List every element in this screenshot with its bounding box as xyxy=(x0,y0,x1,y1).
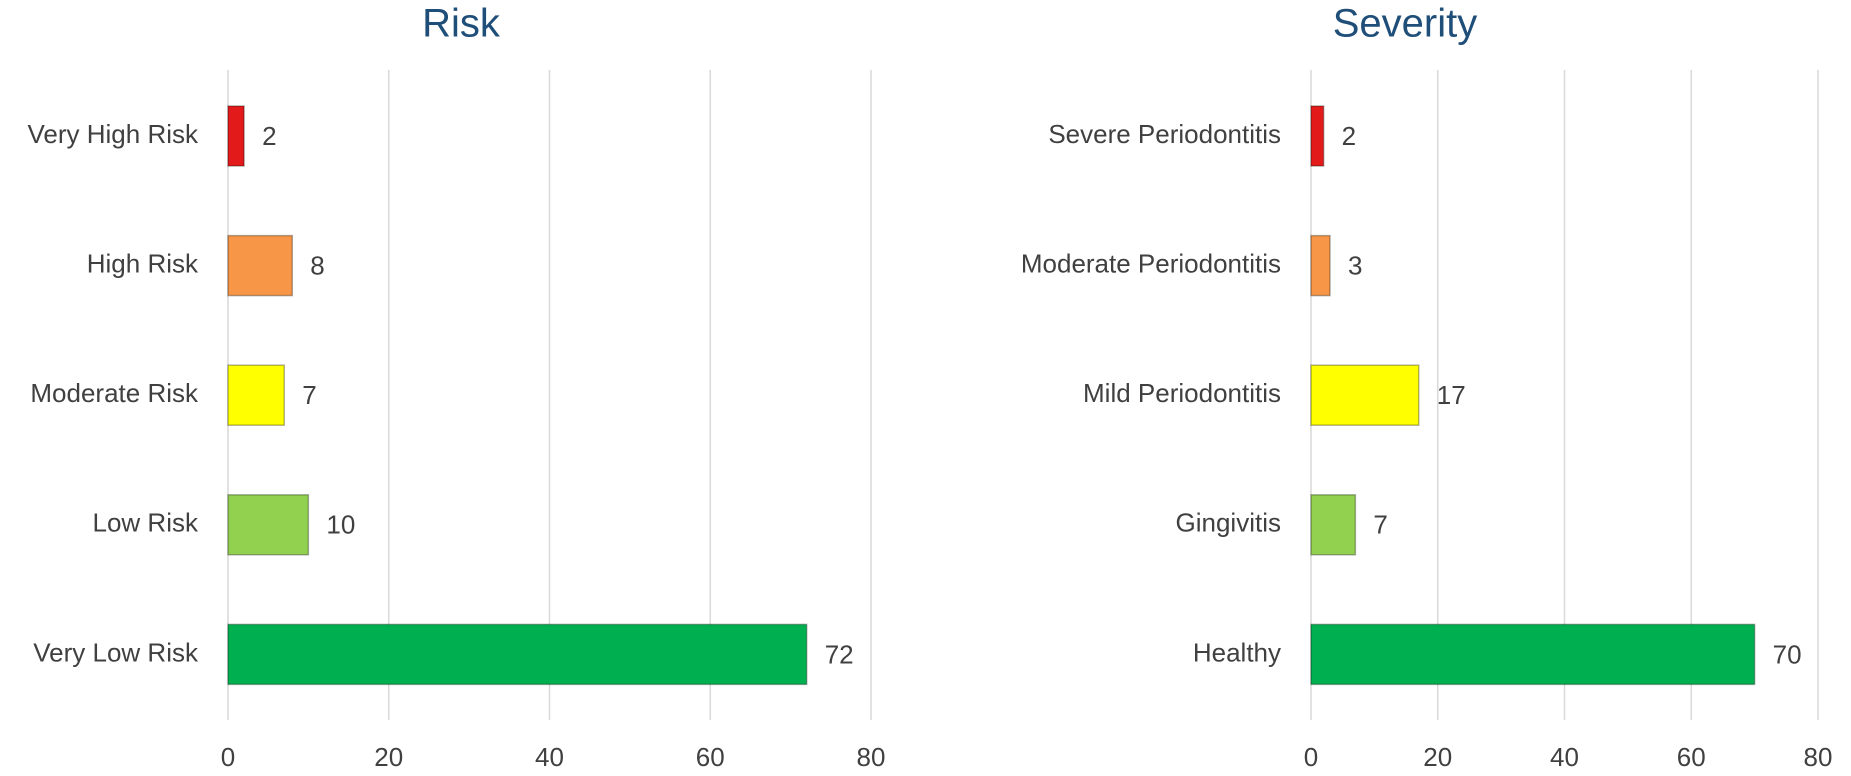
x-tick-label: 80 xyxy=(857,742,886,772)
bar xyxy=(1310,494,1357,556)
x-tick-label: 60 xyxy=(696,742,725,772)
data-label: 2 xyxy=(262,121,276,151)
bar xyxy=(227,364,286,426)
y-tick-label: Moderate Risk xyxy=(30,378,199,408)
x-tick-label: 20 xyxy=(1423,742,1452,772)
bar xyxy=(1310,105,1325,167)
bar xyxy=(1310,623,1756,686)
x-tick-label: 0 xyxy=(1304,742,1318,772)
data-label: 10 xyxy=(326,510,355,540)
x-tick-label: 20 xyxy=(374,742,403,772)
data-label: 2 xyxy=(1342,121,1356,151)
x-tick-label: 60 xyxy=(1677,742,1706,772)
x-tick-label: 80 xyxy=(1804,742,1833,772)
y-tick-label: Low Risk xyxy=(93,508,199,538)
bar xyxy=(1310,234,1331,297)
data-label: 8 xyxy=(310,250,324,280)
bar xyxy=(1310,364,1420,426)
data-label: 7 xyxy=(302,380,316,410)
data-label: 7 xyxy=(1373,510,1387,540)
y-tick-label: Very High Risk xyxy=(28,119,199,149)
y-tick-label: Severe Periodontitis xyxy=(1048,119,1281,149)
x-tick-label: 40 xyxy=(1550,742,1579,772)
y-tick-label: Healthy xyxy=(1193,637,1281,667)
y-tick-label: High Risk xyxy=(87,248,199,278)
bar xyxy=(227,234,294,297)
data-label: 70 xyxy=(1773,639,1802,669)
bar xyxy=(227,105,245,167)
data-label: 17 xyxy=(1437,380,1466,410)
data-label: 3 xyxy=(1348,250,1362,280)
y-tick-label: Mild Periodontitis xyxy=(1083,378,1281,408)
x-tick-label: 0 xyxy=(221,742,235,772)
bar xyxy=(227,494,310,556)
chart-title: Risk xyxy=(422,2,501,46)
data-label: 72 xyxy=(825,639,854,669)
y-tick-label: Gingivitis xyxy=(1176,508,1281,538)
x-tick-label: 40 xyxy=(535,742,564,772)
y-tick-label: Very Low Risk xyxy=(33,637,199,667)
bar xyxy=(227,623,808,686)
chart-title: Severity xyxy=(1333,2,1478,46)
y-tick-label: Moderate Periodontitis xyxy=(1021,248,1281,278)
